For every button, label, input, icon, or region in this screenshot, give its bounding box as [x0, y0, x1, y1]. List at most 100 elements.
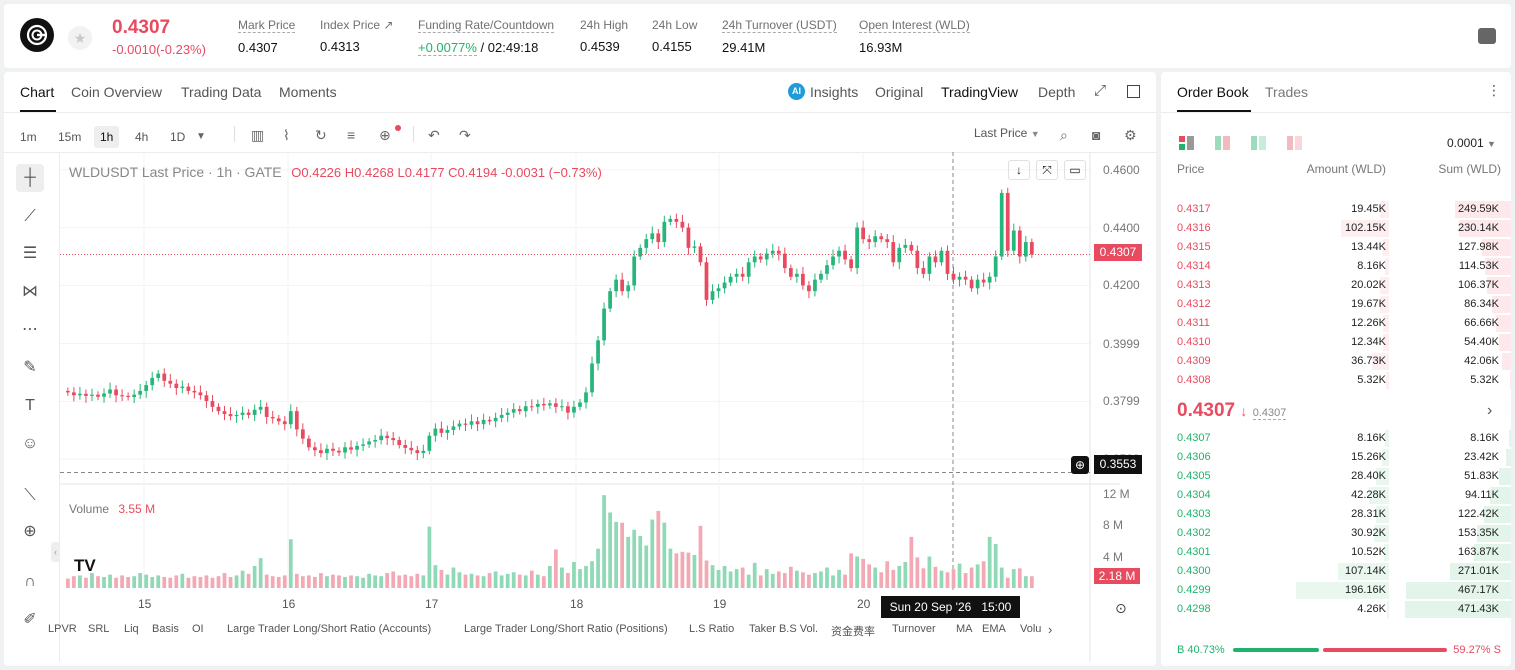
indicator-tab[interactable]: SRL [88, 623, 110, 635]
favorite-star-icon[interactable]: ★ [68, 26, 92, 50]
view-bids-icon[interactable] [1215, 136, 1231, 150]
indicator-tab[interactable]: Taker B.S Vol. [749, 623, 819, 635]
bid-row[interactable]: 0.4298 4.26K 471.43K [1161, 600, 1511, 619]
precision-select[interactable]: 0.0001 ▼ [1447, 136, 1496, 150]
indicator-tab[interactable]: Volu [1020, 623, 1042, 635]
tab-tradingview[interactable]: TradingView [941, 84, 1019, 100]
indicator-tab[interactable]: 资金费率 [831, 626, 875, 638]
indicator-tab[interactable]: Basis [152, 623, 179, 635]
pattern-icon[interactable]: ⋈ [22, 283, 38, 300]
tab-order-book[interactable]: Order Book [1177, 84, 1249, 100]
ask-row[interactable]: 0.4309 36.73K 42.06K [1161, 352, 1511, 371]
bid-row[interactable]: 0.4304 42.28K 94.11K [1161, 486, 1511, 505]
search-icon[interactable]: ⌕ [1060, 127, 1068, 143]
collapse-toolbar-icon[interactable]: ‹ [51, 542, 60, 562]
ask-row[interactable]: 0.4308 5.32K 5.32K [1161, 371, 1511, 390]
window-icon[interactable] [1127, 85, 1140, 98]
compare-icon[interactable]: ↻ [315, 127, 327, 143]
indicator-tab[interactable]: Large Trader Long/Short Ratio (Accounts) [227, 623, 432, 635]
scroll-down-icon[interactable]: ↓ [1008, 160, 1030, 180]
template-icon[interactable]: ≡ [347, 127, 356, 143]
indicator-tab[interactable]: OI [192, 623, 204, 635]
collapse-icon[interactable]: ⤧ [1036, 160, 1058, 180]
ask-row[interactable]: 0.4313 20.02K 106.37K [1161, 276, 1511, 295]
tab-coin-overview[interactable]: Coin Overview [71, 84, 163, 100]
ask-row[interactable]: 0.4314 8.16K 114.53K [1161, 257, 1511, 276]
undo-icon[interactable]: ↶ [428, 127, 440, 143]
indicator-tab[interactable]: MA [956, 623, 973, 635]
indicator-tab[interactable]: Liq [124, 623, 139, 635]
ask-row[interactable]: 0.4311 12.26K 66.66K [1161, 314, 1511, 333]
indicator-tab[interactable]: LPVR [48, 623, 77, 635]
ask-row[interactable]: 0.4310 12.34K 54.40K [1161, 333, 1511, 352]
notebook-icon[interactable] [1478, 28, 1496, 44]
ask-row[interactable]: 0.4315 13.44K 127.98K [1161, 238, 1511, 257]
ask-row[interactable]: 0.4312 19.67K 86.34K [1161, 295, 1511, 314]
indicator-tab[interactable]: L.S Ratio [689, 623, 735, 635]
tab-moments[interactable]: Moments [279, 84, 337, 100]
bid-row[interactable]: 0.4307 8.16K 8.16K [1161, 429, 1511, 448]
indicator-tab[interactable]: Large Trader Long/Short Ratio (Positions… [464, 623, 668, 635]
bid-row[interactable]: 0.4300 107.14K 271.01K [1161, 562, 1511, 581]
tab-trades[interactable]: Trades [1265, 84, 1309, 100]
indicator-tab[interactable]: EMA [982, 623, 1006, 635]
ask-row[interactable]: 0.4317 19.45K 249.59K [1161, 200, 1511, 219]
price-chart[interactable] [60, 152, 1156, 662]
trendline-icon[interactable]: ⟋ [24, 208, 36, 225]
alert-add-icon[interactable]: ⊕ [379, 127, 391, 143]
tab-insights[interactable]: Insights [810, 84, 859, 100]
settings-gear-icon[interactable]: ⚙ [1124, 127, 1137, 143]
brush-icon[interactable]: ✎ [23, 359, 37, 376]
bid-row[interactable]: 0.4303 28.31K 122.42K [1161, 505, 1511, 524]
indicator-tab[interactable]: Turnover [892, 623, 936, 635]
camera-icon[interactable]: ◙ [1092, 127, 1101, 143]
timeframe-1h[interactable]: 1h [94, 126, 120, 148]
view-sell-only-icon[interactable] [1287, 136, 1303, 150]
stat-label[interactable]: 24h Turnover (USDT) [722, 18, 837, 33]
bid-row[interactable]: 0.4305 28.40K 51.83K [1161, 467, 1511, 486]
lock-drawing-icon[interactable]: ✐ [23, 611, 37, 628]
ask-row[interactable]: 0.4316 102.15K 230.14K [1161, 219, 1511, 238]
ruler-icon[interactable]: ⟍ [24, 487, 36, 504]
price-source-select[interactable]: Last Price ▼ [974, 126, 1040, 140]
zoom-in-icon[interactable]: ⊕ [23, 523, 37, 540]
chart-settings-icon[interactable]: ⊙ [1115, 600, 1127, 616]
stat-label[interactable]: Index Price ↗ [320, 18, 393, 32]
fullscreen-icon[interactable]: ▭ [1064, 160, 1086, 180]
bid-row[interactable]: 0.4302 30.92K 153.35K [1161, 524, 1511, 543]
expand-icon[interactable]: ⤢ [1094, 82, 1107, 99]
tabs-scroll-right-icon[interactable]: › [1048, 622, 1053, 637]
time-axis[interactable]: 15 16 17 18 19 20 [60, 594, 1090, 618]
view-buy-only-icon[interactable] [1251, 136, 1267, 150]
crosshair-add-icon[interactable]: ⊕ [1071, 456, 1089, 474]
timeframe-15m[interactable]: 15m [58, 130, 82, 144]
timeframe-1d[interactable]: 1D [170, 130, 186, 144]
fib-icon[interactable]: ⋯ [22, 321, 38, 338]
text-tool-icon[interactable]: T [25, 397, 35, 414]
chevron-right-icon[interactable]: › [1487, 402, 1493, 419]
funding-rate-value[interactable]: +0.0077% [418, 40, 477, 56]
candle-type-icon[interactable]: ▥ [251, 127, 265, 143]
timeframe-1m[interactable]: 1m [20, 130, 37, 144]
bid-row[interactable]: 0.4301 10.52K 163.87K [1161, 543, 1511, 562]
redo-icon[interactable]: ↷ [459, 127, 471, 143]
timeframe-4h[interactable]: 4h [135, 130, 149, 144]
horizontal-lines-icon[interactable]: ☰ [22, 245, 38, 262]
ai-insights-icon[interactable]: AI [788, 83, 805, 100]
stat-label[interactable]: Mark Price [238, 18, 296, 33]
stat-label[interactable]: Funding Rate/Countdown [418, 18, 555, 33]
stat-label[interactable]: Open Interest (WLD) [859, 18, 970, 33]
mid-mark-price[interactable]: 0.4307 [1252, 407, 1287, 420]
crosshair-icon[interactable]: ┼ [16, 164, 44, 192]
indicators-icon[interactable]: ⌇ [283, 127, 290, 143]
more-options-icon[interactable]: ⋮ [1487, 82, 1501, 98]
tab-trading-data[interactable]: Trading Data [181, 84, 262, 100]
tab-original[interactable]: Original [875, 84, 924, 100]
external-link-icon[interactable]: ↗ [383, 18, 394, 32]
magnet-icon[interactable]: ∩ [24, 573, 36, 590]
tab-chart[interactable]: Chart [20, 84, 55, 100]
emoji-icon[interactable]: ☺ [21, 435, 39, 452]
timeframe-dropdown-icon[interactable]: ▼ [196, 131, 206, 142]
bid-row[interactable]: 0.4306 15.26K 23.42K [1161, 448, 1511, 467]
